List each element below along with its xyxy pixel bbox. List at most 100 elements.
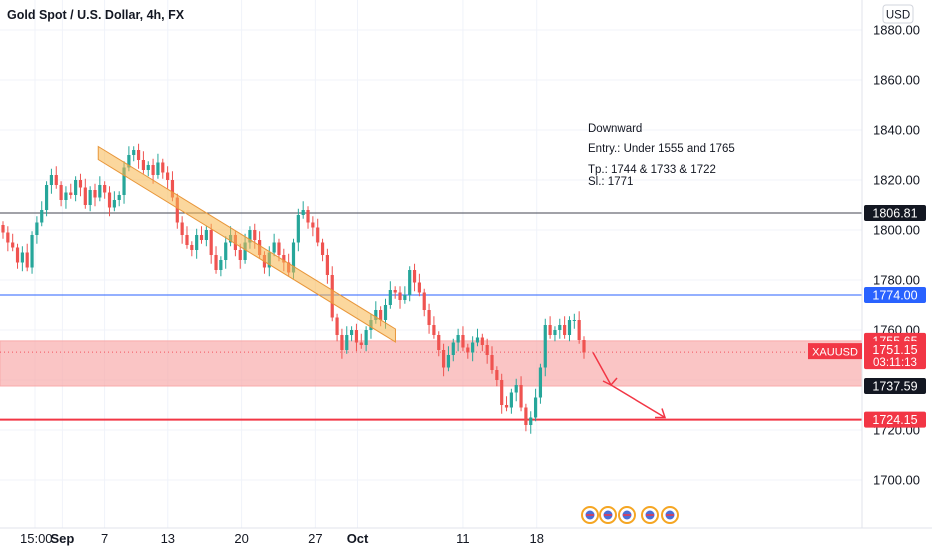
level-badge — [864, 411, 926, 428]
trendline-channel[interactable] — [97, 145, 396, 343]
candle-body — [141, 160, 146, 170]
candle-body — [146, 165, 150, 170]
candle-body — [112, 200, 116, 208]
candle-body — [480, 337, 484, 345]
candle-body — [374, 310, 378, 320]
time-tick-label: Oct — [347, 531, 369, 546]
candle-body — [238, 250, 242, 260]
candle-body — [272, 242, 276, 253]
symbol-badge — [808, 343, 862, 360]
candle-body — [417, 282, 421, 293]
candle-body — [35, 222, 39, 235]
price-tick-label: 1840.00 — [873, 123, 920, 138]
grid-lines — [0, 0, 862, 528]
candle-body — [6, 232, 10, 243]
currency-button[interactable] — [882, 4, 914, 24]
level-badge-text: 1724.15 — [872, 413, 917, 427]
candle-body — [166, 172, 170, 180]
candle-body — [282, 255, 286, 263]
candle-body — [30, 235, 34, 268]
candle-body — [524, 407, 528, 425]
price-tick-label: 1820.00 — [873, 173, 920, 188]
candle-body — [127, 155, 131, 168]
horizontal-levels[interactable] — [0, 212, 862, 421]
candle-body — [340, 335, 344, 350]
candle-body — [475, 337, 480, 343]
candle-body — [466, 347, 470, 353]
candle-body — [403, 295, 407, 300]
candle-body — [180, 222, 184, 235]
candle-body — [248, 230, 252, 243]
candle-body — [40, 210, 44, 223]
price-tick-label: 1700.00 — [873, 473, 920, 488]
time-tick-label: 13 — [161, 531, 175, 546]
level-badge — [864, 204, 926, 221]
time-tick-label: 18 — [529, 531, 543, 546]
candle-body — [490, 355, 494, 370]
candle-body — [412, 270, 417, 283]
candlestick-series — [1, 143, 586, 434]
trade-annotation[interactable]: Downward Entry.: Under 1555 and 1765 Tp.… — [588, 123, 735, 188]
candle-body — [577, 320, 581, 340]
candle-body — [543, 325, 547, 368]
candle-body — [151, 165, 155, 175]
candle-body — [538, 367, 543, 398]
candle-body — [175, 197, 179, 223]
candle-body — [64, 192, 68, 200]
annotation-entry: Entry.: Under 1555 and 1765 — [588, 143, 735, 155]
candle-body — [93, 190, 97, 198]
candle-body — [306, 210, 310, 223]
candle-body — [195, 235, 199, 250]
candle-body — [335, 317, 339, 335]
candle-body — [117, 195, 121, 200]
currency-button-label: USD — [886, 10, 910, 22]
time-tick-label: 15:00 — [20, 531, 53, 546]
candle-body — [504, 405, 509, 408]
candle-body — [393, 290, 397, 293]
time-tick-label: 11 — [456, 531, 470, 546]
candle-body — [224, 242, 228, 260]
candle-body — [54, 175, 58, 185]
candle-body — [441, 350, 446, 368]
candle-body — [446, 355, 451, 368]
candle-body — [408, 270, 412, 295]
time-tick-label: 20 — [234, 531, 248, 546]
projection-arrows[interactable] — [592, 352, 667, 419]
time-tick-label: 27 — [308, 531, 322, 546]
candle-body — [461, 335, 465, 348]
candle-body — [345, 335, 349, 350]
candle-body — [437, 335, 441, 350]
candle-body — [451, 342, 455, 355]
candle-body — [219, 260, 223, 270]
candle-body — [199, 235, 204, 240]
candle-body — [529, 417, 533, 425]
economic-events[interactable] — [581, 506, 679, 524]
candle-body — [456, 335, 460, 343]
candle-body — [325, 255, 329, 275]
trendline-drawing[interactable] — [97, 145, 396, 343]
candle-body — [25, 252, 29, 268]
annotation-take-profit: Tp.: 1744 & 1733 & 1722 — [588, 164, 716, 176]
candle-body — [107, 192, 112, 208]
price-tick-label: 1780.00 — [873, 273, 920, 288]
candle-body — [379, 310, 383, 320]
candle-body — [11, 242, 15, 248]
level-badge-text: 1806.81 — [872, 206, 917, 220]
candle-body — [49, 175, 54, 185]
candle-body — [500, 380, 504, 405]
candle-body — [572, 320, 576, 321]
arrow-head — [602, 377, 618, 386]
support-zone[interactable] — [0, 340, 863, 387]
candle-body — [204, 230, 208, 240]
support-zone-rect[interactable] — [0, 340, 863, 387]
annotation-direction: Downward — [588, 123, 642, 135]
candle-body — [519, 385, 523, 408]
candle-body — [277, 242, 281, 255]
price-badges: 1806.811774.001724.151755.651737.59XAUUS… — [808, 204, 926, 428]
candle-body — [214, 255, 218, 270]
candle-body — [83, 187, 87, 205]
candle-body — [359, 342, 363, 345]
